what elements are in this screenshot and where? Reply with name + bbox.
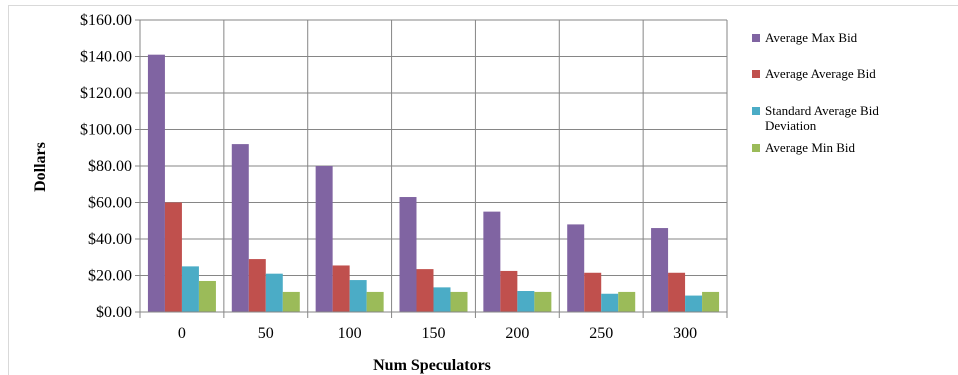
bar bbox=[147, 54, 165, 313]
bar bbox=[433, 287, 451, 312]
axes bbox=[135, 19, 728, 318]
bar bbox=[315, 166, 333, 312]
bar bbox=[248, 259, 266, 312]
x-tick-labels: 0 50 100 150 200 250 300 bbox=[178, 325, 697, 342]
y-tick-label: $40.00 bbox=[88, 231, 132, 248]
x-tick-label: 0 bbox=[178, 325, 186, 342]
bar bbox=[685, 295, 703, 312]
legend-swatch bbox=[752, 144, 760, 152]
x-tick-label: 100 bbox=[338, 325, 362, 342]
legend-label: Average Min Bid bbox=[765, 140, 856, 155]
bar bbox=[265, 273, 283, 312]
bar bbox=[181, 266, 199, 312]
y-tick-label: $100.00 bbox=[80, 122, 132, 139]
bar bbox=[198, 280, 216, 312]
bar bbox=[164, 202, 182, 312]
bar bbox=[450, 291, 468, 312]
bar bbox=[483, 211, 501, 312]
x-axis-title: Num Speculators bbox=[373, 357, 491, 374]
x-tick-label: 250 bbox=[589, 325, 613, 342]
bar bbox=[702, 291, 720, 312]
bar bbox=[500, 270, 518, 312]
y-tick-label: $60.00 bbox=[88, 195, 132, 212]
legend-label: Average Average Bid bbox=[765, 66, 876, 81]
y-tick-label: $120.00 bbox=[80, 85, 132, 102]
legend: Average Max Bid Average Average Bid Standa… bbox=[752, 30, 879, 155]
y-tick-label: $20.00 bbox=[88, 268, 132, 285]
bar bbox=[601, 293, 619, 312]
y-axis-title: Dollars bbox=[32, 142, 49, 192]
bar bbox=[618, 291, 636, 312]
bars bbox=[147, 54, 720, 313]
bar bbox=[282, 291, 300, 312]
x-tick-label: 150 bbox=[422, 325, 446, 342]
legend-swatch bbox=[752, 70, 760, 78]
y-tick-label: $140.00 bbox=[80, 49, 132, 66]
y-tick-label: $80.00 bbox=[88, 158, 132, 175]
bar bbox=[416, 269, 434, 312]
bar bbox=[332, 265, 350, 312]
x-tick-label: 300 bbox=[673, 325, 697, 342]
legend-swatch bbox=[752, 34, 760, 42]
bar bbox=[366, 291, 384, 312]
bar bbox=[651, 228, 669, 312]
x-tick-label: 200 bbox=[505, 325, 529, 342]
bar bbox=[567, 224, 585, 312]
bar bbox=[231, 144, 249, 312]
bar bbox=[349, 280, 367, 312]
y-tick-label: $160.00 bbox=[80, 12, 132, 29]
y-tick-labels: $0.00 $20.00 $40.00 $60.00 $80.00 $100.00 $120… bbox=[80, 12, 132, 321]
legend-swatch bbox=[752, 107, 760, 115]
bar bbox=[517, 291, 535, 312]
legend-label: Standard Average Bid Deviation bbox=[765, 103, 879, 133]
bar bbox=[399, 197, 417, 312]
legend-label: Average Max Bid bbox=[765, 30, 858, 45]
chart-frame bbox=[8, 5, 958, 375]
y-tick-label: $0.00 bbox=[96, 304, 132, 321]
x-tick-label: 50 bbox=[258, 325, 274, 342]
bar bbox=[534, 291, 552, 312]
bar bbox=[584, 272, 602, 312]
gridlines bbox=[140, 19, 728, 312]
bar bbox=[668, 272, 686, 312]
